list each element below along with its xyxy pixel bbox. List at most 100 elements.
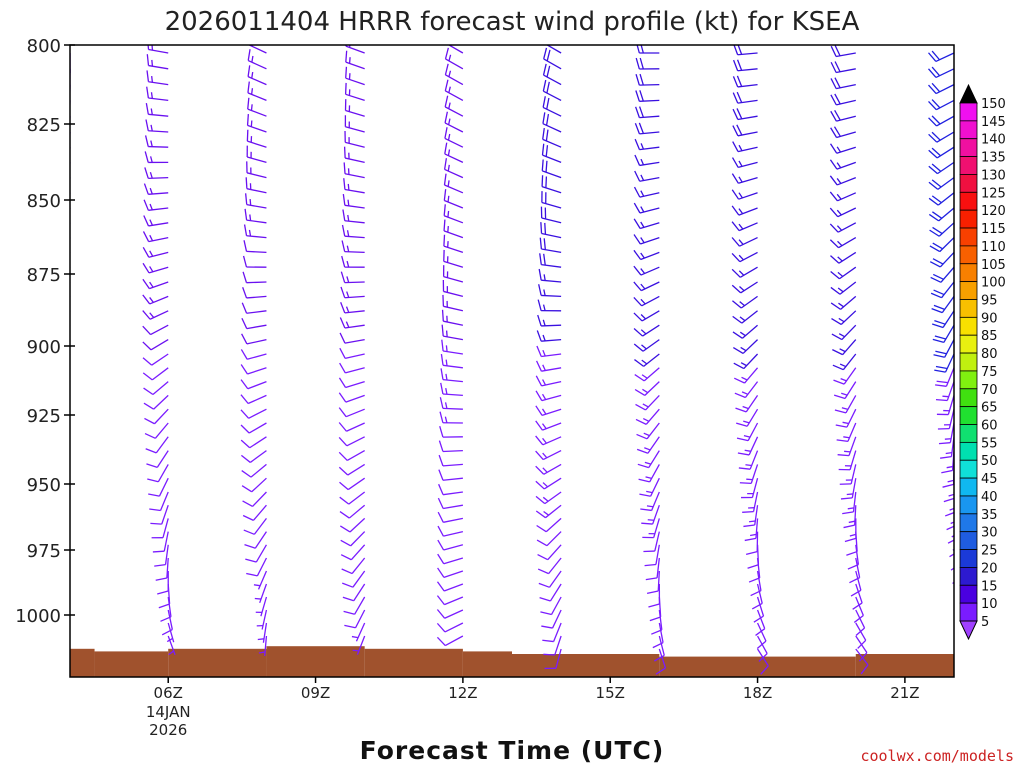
wind-barb — [338, 407, 365, 418]
barb-staff — [349, 517, 366, 533]
barb-staff — [246, 235, 267, 239]
wind-barb — [654, 635, 665, 662]
barb-staff — [843, 367, 857, 385]
barb-feather — [436, 609, 446, 619]
barb-half-feather — [838, 302, 844, 308]
barb-feather — [55, 242, 66, 243]
wind-barb — [748, 557, 761, 583]
barb-feather — [246, 572, 258, 577]
barb-feather — [933, 289, 945, 296]
barb-half-feather — [53, 513, 58, 516]
axes: 800 825 850 875 900 925 950 975 1000 06Z14JAN2026… — [15, 36, 955, 739]
barb-feather — [247, 97, 250, 110]
wind-barb — [70, 436, 71, 438]
barb-feather — [535, 480, 545, 490]
wind-barb — [340, 286, 365, 299]
barb-feather — [542, 127, 545, 140]
barb-staff — [148, 176, 169, 180]
plot-clip-group — [53, 45, 954, 677]
wind-barb — [438, 440, 463, 453]
wind-barb — [142, 262, 169, 274]
wind-barb — [853, 596, 864, 623]
barb-feather — [535, 405, 543, 416]
barb-staff — [247, 140, 267, 148]
barb-feather — [143, 402, 155, 410]
barb-half-feather — [447, 133, 451, 141]
barb-feather — [744, 537, 757, 542]
barb-feather — [833, 379, 845, 385]
barb-feather — [149, 508, 161, 512]
wind-barb — [437, 511, 464, 523]
plot-area — [53, 45, 954, 677]
barb-staff — [644, 381, 660, 396]
wind-barb — [734, 381, 759, 399]
barb-staff — [641, 310, 660, 322]
barb-feather — [539, 597, 551, 602]
barb-feather — [842, 511, 854, 515]
wind-barb — [442, 294, 464, 312]
wind-barb — [635, 408, 660, 425]
colorbar-cell — [959, 602, 978, 622]
barb-feather — [444, 79, 449, 92]
barb-staff — [936, 115, 954, 127]
barb-feather — [340, 539, 351, 547]
terrain-block — [168, 648, 267, 677]
barb-feather — [931, 131, 941, 141]
wind-barb — [242, 287, 267, 299]
barb-feather — [733, 362, 745, 370]
barb-feather — [340, 554, 352, 561]
barb-feather — [536, 539, 548, 547]
colorbar-label: 10 — [981, 597, 998, 612]
wind-barb — [247, 97, 267, 117]
barb-feather — [339, 317, 346, 329]
barb-staff — [741, 310, 758, 324]
barb-feather — [142, 262, 150, 274]
barb-half-feather — [640, 314, 646, 320]
barb-staff — [953, 636, 954, 637]
barb-feather — [158, 603, 170, 609]
barb-half-feather — [738, 144, 743, 152]
barb-feather — [633, 265, 642, 276]
barb-feather — [633, 281, 642, 292]
barb-feather — [646, 590, 659, 595]
barb-feather — [545, 176, 548, 188]
barb-feather — [736, 422, 748, 427]
barb-half-feather — [738, 176, 743, 183]
barb-staff — [443, 530, 464, 537]
wind-barb — [648, 583, 661, 608]
wind-barb — [535, 450, 562, 461]
x-tick-sublabel: 14JAN — [146, 703, 191, 721]
plot-frame — [69, 44, 955, 678]
barb-staff — [756, 583, 763, 604]
barb-staff — [70, 395, 71, 397]
colorbar-cell — [959, 549, 978, 568]
colorbar-label: 75 — [981, 365, 998, 380]
barb-feather — [932, 258, 944, 265]
colorbar-cell — [959, 584, 978, 604]
wind-barb — [855, 635, 868, 662]
barb-feather — [546, 65, 551, 78]
barb-feather — [753, 615, 764, 623]
barb-feather — [946, 525, 954, 531]
barb-feather — [929, 229, 940, 237]
barb-staff — [70, 584, 71, 585]
wind-barb — [540, 222, 562, 239]
wind-barb — [738, 450, 759, 470]
barb-column — [928, 50, 954, 650]
barb-feather — [850, 589, 862, 597]
barb-feather — [338, 436, 348, 447]
barb-staff — [346, 422, 365, 432]
barb-half-feather — [646, 505, 654, 508]
wind-barb — [70, 571, 71, 572]
wind-barb — [929, 251, 954, 268]
barb-feather — [930, 276, 942, 283]
barb-feather — [339, 332, 346, 344]
wind-barb — [70, 267, 71, 270]
barb-feather — [444, 95, 449, 108]
wind-barb — [635, 90, 660, 102]
wind-barb — [146, 450, 169, 468]
barb-feather — [731, 221, 740, 232]
barb-half-feather — [951, 535, 954, 538]
barb-half-feather — [836, 193, 842, 200]
